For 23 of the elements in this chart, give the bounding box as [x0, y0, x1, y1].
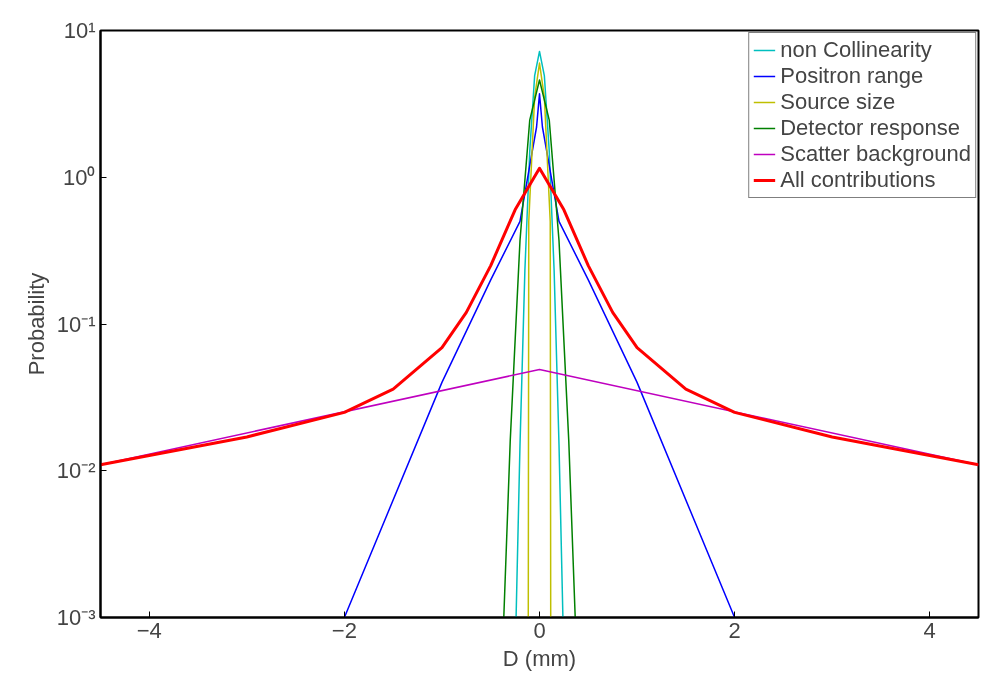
line-series	[527, 62, 552, 618]
x-tick-label: 2	[728, 617, 741, 643]
x-axis-title: D (mm)	[502, 645, 577, 671]
legend-label: non Collinearity	[780, 37, 932, 63]
y-tick-label: 10⁰	[63, 164, 96, 190]
line-series	[503, 79, 576, 618]
line-series	[515, 50, 564, 618]
legend-label: Detector response	[780, 115, 960, 141]
y-tick-label: 10⁻³	[56, 605, 96, 630]
line-series	[100, 166, 979, 467]
y-tick-label: 10¹	[63, 18, 96, 43]
x-tick-label: 0	[533, 617, 546, 643]
legend-label: Source size	[780, 89, 896, 115]
legend-label: Scatter background	[780, 141, 971, 167]
y-axis-title: Probability	[23, 272, 49, 376]
legend-label: Positron range	[780, 63, 924, 89]
x-tick-label: −4	[136, 617, 162, 643]
legend-label: All contributions	[780, 167, 936, 193]
x-tick-label: 4	[923, 617, 936, 643]
line-series	[343, 93, 736, 618]
y-tick-label: 10⁻¹	[56, 311, 96, 337]
x-tick-label: −2	[331, 617, 357, 643]
y-tick-label: 10⁻²	[56, 458, 96, 484]
